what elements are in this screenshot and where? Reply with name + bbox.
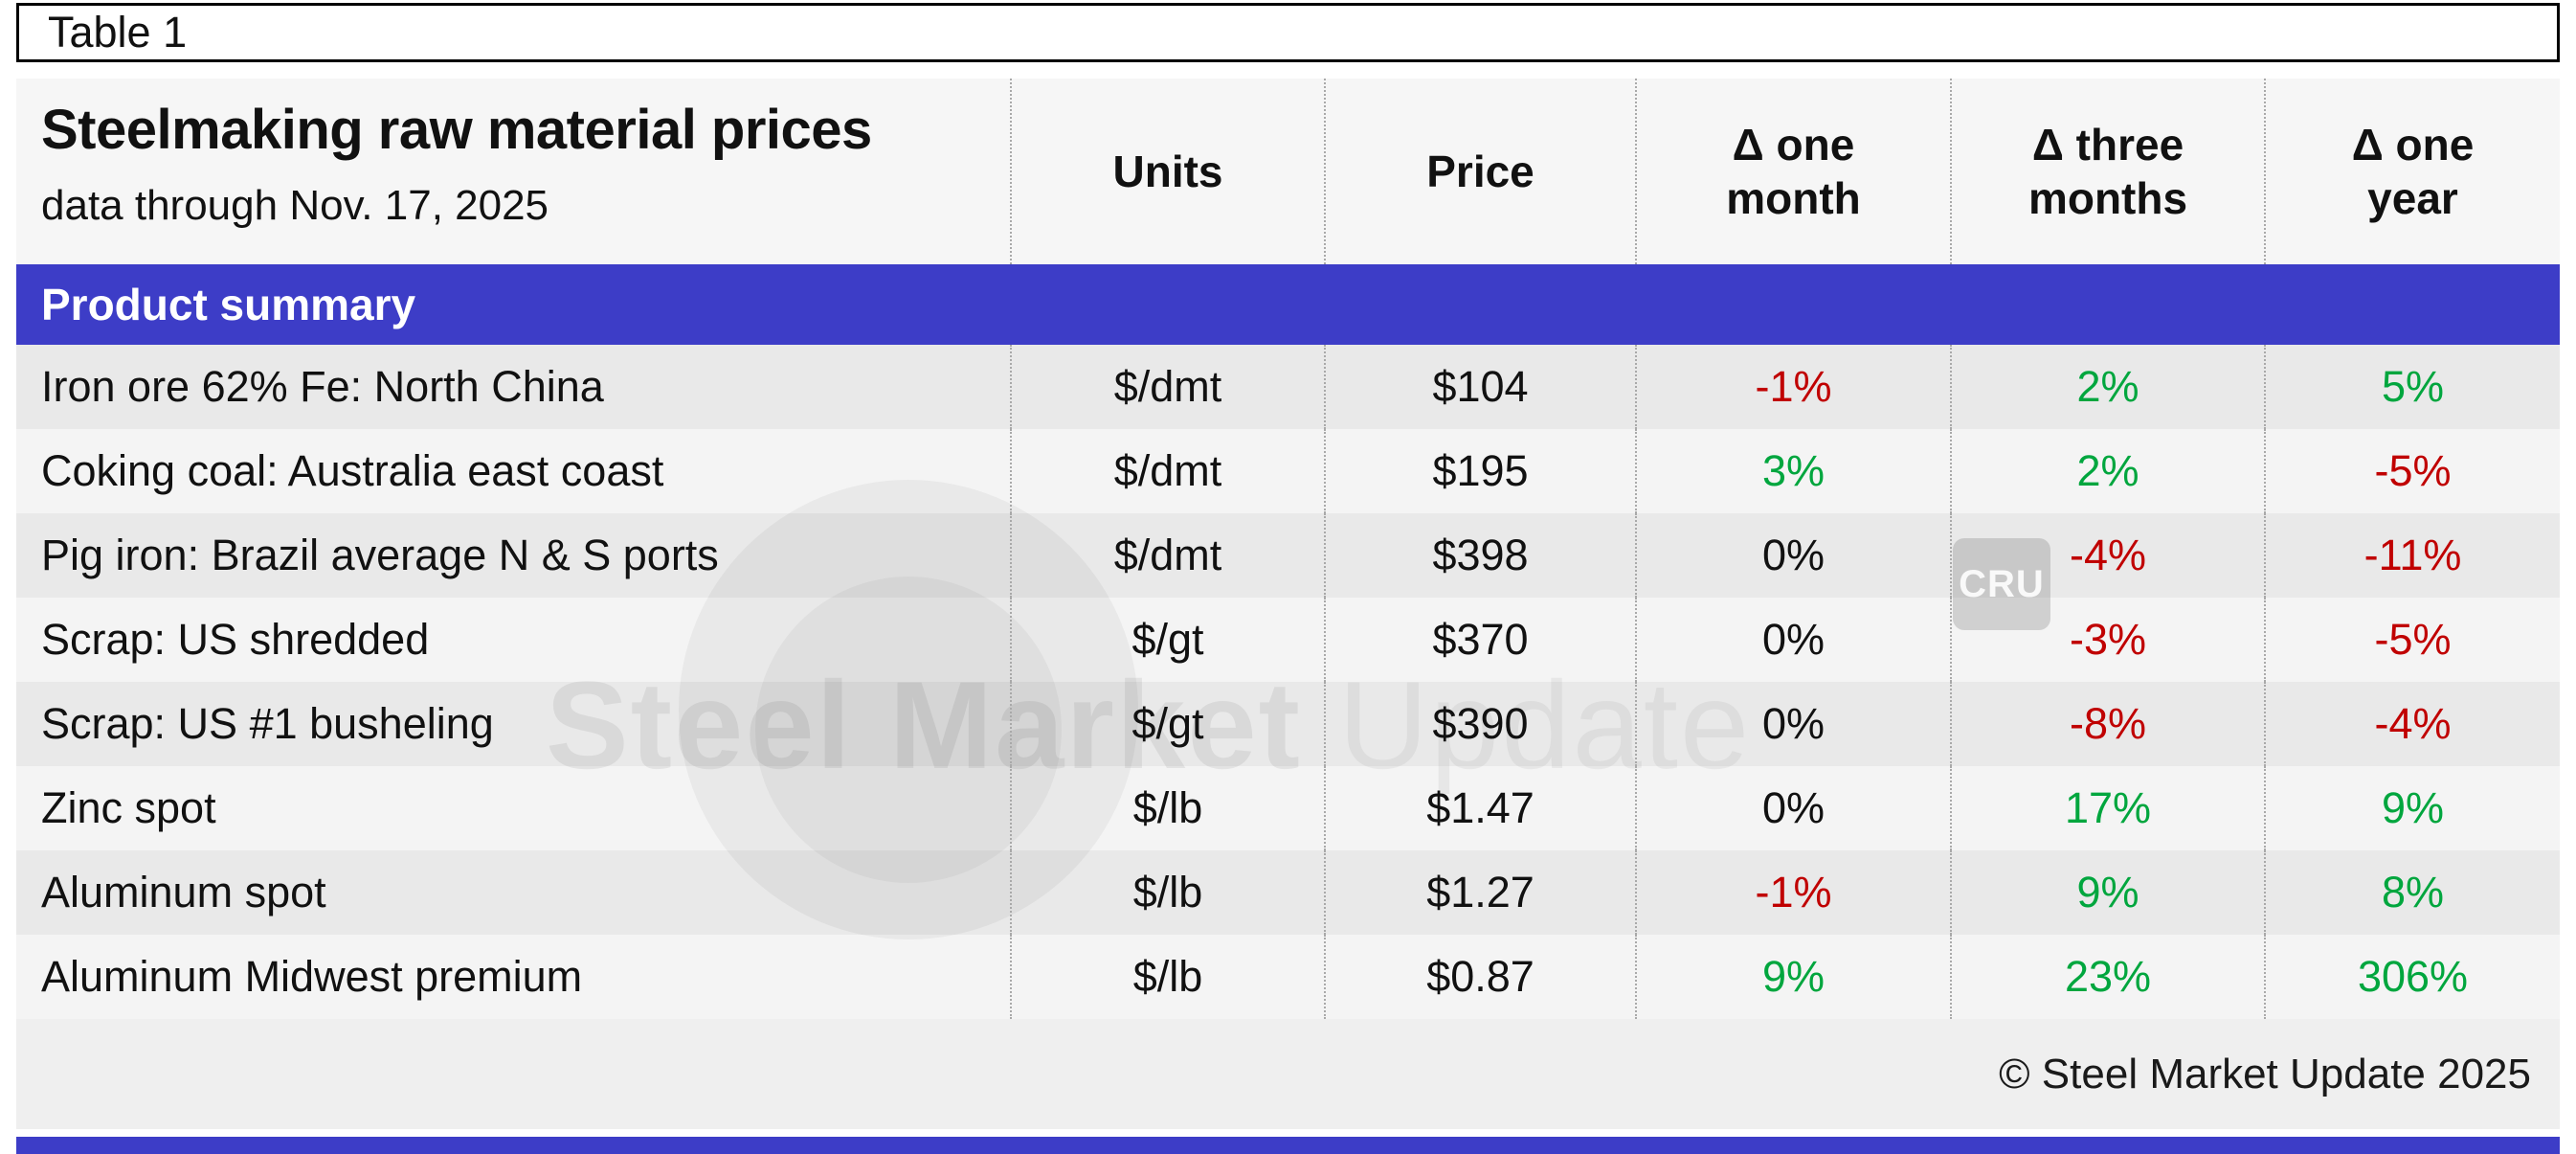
column-header-delta-three-months: Δ three months	[1950, 79, 2264, 264]
units-value: $/dmt	[1010, 429, 1324, 513]
price-value: $390	[1324, 682, 1635, 766]
product-name: Coking coal: Australia east coast	[41, 446, 664, 495]
delta-one-year-value: -4%	[2264, 682, 2560, 766]
table-subtitle: data through Nov. 17, 2025	[41, 181, 549, 229]
table-caption-bar: Table 1	[16, 3, 2560, 62]
table-row: Coking coal: Australia east coast $/dmt …	[16, 429, 2560, 513]
product-name: Iron ore 62% Fe: North China	[41, 362, 604, 411]
delta-one-year-value: 306%	[2264, 935, 2560, 1019]
table-row: Aluminum Midwest premium $/lb $0.87 9% 2…	[16, 935, 2560, 1019]
delta-one-year-value: -5%	[2264, 429, 2560, 513]
table-caption: Table 1	[48, 8, 188, 57]
units-value: $/gt	[1010, 682, 1324, 766]
product-name: Scrap: US shredded	[41, 615, 430, 664]
price-value: $0.87	[1324, 935, 1635, 1019]
table-row: Zinc spot $/lb $1.47 0% 17% 9%	[16, 766, 2560, 850]
delta-one-year-value: -11%	[2264, 513, 2560, 598]
table-title: Steelmaking raw material prices	[41, 99, 872, 161]
units-value: $/lb	[1010, 766, 1324, 850]
copyright-text: © Steel Market Update 2025	[1999, 1050, 2531, 1097]
price-value: $398	[1324, 513, 1635, 598]
delta-three-months-value: 2%	[1950, 345, 2264, 429]
units-value: $/dmt	[1010, 513, 1324, 598]
section-band-product-summary: Product summary	[16, 264, 2560, 345]
delta-three-months-value: -3%	[1950, 598, 2264, 682]
product-name: Scrap: US #1 busheling	[41, 699, 494, 748]
delta-three-months-value: -8%	[1950, 682, 2264, 766]
product-name: Pig iron: Brazil average N & S ports	[41, 531, 719, 579]
units-value: $/gt	[1010, 598, 1324, 682]
column-header-delta-one-month: Δ one month	[1635, 79, 1950, 264]
units-value: $/dmt	[1010, 345, 1324, 429]
delta-one-year-value: 8%	[2264, 850, 2560, 935]
delta-one-month-value: 9%	[1635, 935, 1950, 1019]
delta-one-month-value: -1%	[1635, 850, 1950, 935]
table-row: Scrap: US shredded $/gt $370 0% -3% -5%	[16, 598, 2560, 682]
price-value: $1.27	[1324, 850, 1635, 935]
table-row: Scrap: US #1 busheling $/gt $390 0% -8% …	[16, 682, 2560, 766]
delta-one-month-value: -1%	[1635, 345, 1950, 429]
delta-three-months-value: 17%	[1950, 766, 2264, 850]
price-value: $1.47	[1324, 766, 1635, 850]
delta-one-month-value: 3%	[1635, 429, 1950, 513]
delta-one-month-value: 0%	[1635, 513, 1950, 598]
price-value: $370	[1324, 598, 1635, 682]
delta-three-months-value: 2%	[1950, 429, 2264, 513]
delta-three-months-value: 9%	[1950, 850, 2264, 935]
table-row: Pig iron: Brazil average N & S ports $/d…	[16, 513, 2560, 598]
price-value: $104	[1324, 345, 1635, 429]
delta-one-month-value: 0%	[1635, 766, 1950, 850]
product-name: Aluminum Midwest premium	[41, 952, 583, 1001]
product-name: Aluminum spot	[41, 868, 326, 916]
table-title-cell: Steelmaking raw material prices data thr…	[16, 79, 1010, 264]
table-header-row: Steelmaking raw material prices data thr…	[16, 79, 2560, 264]
table-row: Aluminum spot $/lb $1.27 -1% 9% 8%	[16, 850, 2560, 935]
next-section-band	[16, 1137, 2560, 1154]
raw-material-price-table: Steel Market Update CRU Steelmaking raw …	[16, 79, 2560, 1129]
column-header-delta-one-year: Δ one year	[2264, 79, 2560, 264]
delta-one-year-value: 5%	[2264, 345, 2560, 429]
price-value: $195	[1324, 429, 1635, 513]
delta-three-months-value: 23%	[1950, 935, 2264, 1019]
delta-one-year-value: 9%	[2264, 766, 2560, 850]
column-header-price: Price	[1324, 79, 1635, 264]
delta-one-month-value: 0%	[1635, 682, 1950, 766]
delta-one-month-value: 0%	[1635, 598, 1950, 682]
table-row: Iron ore 62% Fe: North China $/dmt $104 …	[16, 345, 2560, 429]
table-footer: © Steel Market Update 2025	[16, 1019, 2560, 1129]
delta-three-months-value: -4%	[1950, 513, 2264, 598]
units-value: $/lb	[1010, 850, 1324, 935]
product-name: Zinc spot	[41, 783, 216, 832]
units-value: $/lb	[1010, 935, 1324, 1019]
delta-one-year-value: -5%	[2264, 598, 2560, 682]
column-header-units: Units	[1010, 79, 1324, 264]
